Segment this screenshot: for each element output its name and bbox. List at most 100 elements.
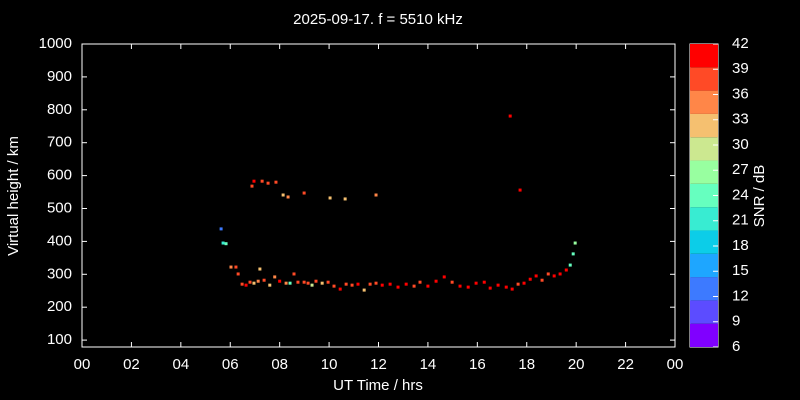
x-tick-label: 14	[420, 356, 437, 373]
point	[328, 196, 332, 200]
point	[320, 281, 324, 285]
point	[252, 281, 256, 285]
point	[568, 263, 572, 267]
point	[296, 280, 300, 284]
point	[474, 281, 478, 285]
point	[344, 282, 348, 286]
y-tick-label: 800	[47, 101, 72, 118]
point	[221, 241, 225, 245]
colorbar-bin	[690, 137, 718, 161]
plot-frame	[81, 43, 676, 348]
x-tick-label: 10	[321, 356, 338, 373]
point	[252, 179, 256, 183]
point	[442, 275, 446, 279]
y-tick-label: 100	[47, 331, 72, 348]
point	[540, 278, 544, 282]
y-tick-label: 1000	[39, 35, 72, 52]
colorbar-tick-label: 18	[732, 237, 749, 254]
point	[404, 282, 408, 286]
point	[522, 281, 526, 285]
point	[326, 280, 330, 284]
point	[466, 285, 470, 289]
point	[518, 188, 522, 192]
point	[240, 282, 244, 286]
x-tick-label: 18	[518, 356, 535, 373]
colorbar-bin	[690, 323, 718, 347]
x-tick-label: 16	[469, 356, 486, 373]
point	[458, 284, 462, 288]
point	[504, 285, 508, 289]
y-tick-label: 400	[47, 232, 72, 249]
y-tick-label: 200	[47, 298, 72, 315]
colorbar-bin	[690, 300, 718, 324]
point	[528, 277, 532, 281]
point	[350, 283, 354, 287]
point	[266, 181, 270, 185]
point	[229, 265, 233, 269]
point	[558, 272, 562, 276]
point	[256, 279, 260, 283]
point	[219, 227, 223, 231]
colorbar-tick-label: 27	[732, 161, 749, 178]
point	[260, 179, 264, 183]
point	[273, 275, 277, 279]
point	[510, 287, 514, 291]
colorbar-tick-label: 42	[732, 35, 749, 52]
point	[306, 281, 310, 285]
x-tick-label: 22	[617, 356, 634, 373]
point	[302, 191, 306, 195]
y-tick-label: 900	[47, 68, 72, 85]
point	[573, 241, 577, 245]
y-tick-label: 300	[47, 265, 72, 282]
point	[286, 195, 290, 199]
point	[302, 280, 306, 284]
point	[288, 281, 292, 285]
point	[281, 193, 285, 197]
colorbar-bin	[690, 67, 718, 91]
point	[374, 281, 378, 285]
point	[236, 272, 240, 276]
point	[338, 287, 342, 291]
point	[508, 114, 512, 118]
point	[284, 281, 288, 285]
colorbar-bin	[690, 277, 718, 301]
point	[418, 280, 422, 284]
point	[268, 283, 272, 287]
point	[248, 280, 252, 284]
point	[412, 284, 416, 288]
colorbar-tick-label: 9	[732, 313, 740, 330]
colorbar-label: SNR / dB	[751, 165, 768, 228]
colorbar-tick-label: 12	[732, 287, 749, 304]
point	[564, 268, 568, 272]
y-tick-label: 700	[47, 134, 72, 151]
point	[368, 282, 372, 286]
point	[516, 282, 520, 286]
colorbar-bin	[690, 230, 718, 254]
colorbar-tick-label: 15	[732, 262, 749, 279]
x-tick-label: 12	[370, 356, 387, 373]
point	[380, 283, 384, 287]
point	[534, 274, 538, 278]
x-tick-label: 04	[172, 356, 189, 373]
y-axis-label: Virtual height / km	[5, 136, 22, 256]
x-tick-label: 06	[222, 356, 239, 373]
point	[310, 283, 314, 287]
chart-title: 2025-09-17. f = 5510 kHz	[293, 11, 463, 28]
point	[343, 197, 347, 201]
point	[362, 288, 366, 292]
y-tick-label: 600	[47, 167, 72, 184]
colorbar-tick-label: 24	[732, 186, 749, 203]
point	[356, 282, 360, 286]
x-tick-label: 20	[568, 356, 585, 373]
point	[262, 278, 266, 282]
colorbar-bin	[690, 253, 718, 278]
point	[292, 272, 296, 276]
point	[388, 282, 392, 286]
colorbar-tick-label: 30	[732, 136, 749, 153]
colorbar-tick-label: 36	[732, 85, 749, 102]
colorbar-bin	[690, 183, 718, 208]
point	[482, 280, 486, 284]
point	[434, 279, 438, 283]
colorbar-bin	[690, 90, 718, 114]
